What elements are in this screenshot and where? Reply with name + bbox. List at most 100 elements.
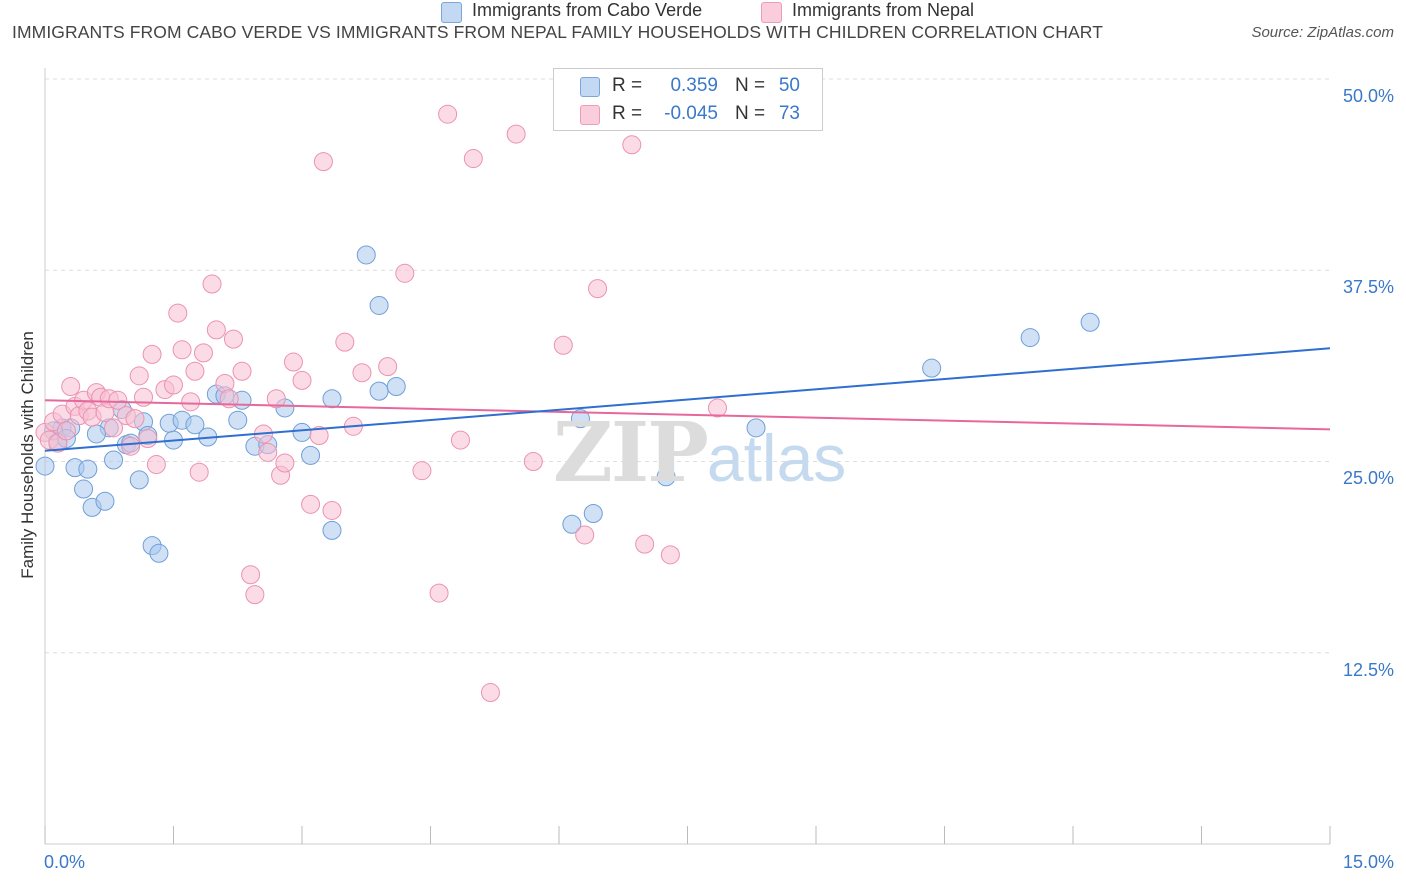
nepal-point (125, 409, 145, 429)
watermark-zip: ZIP (553, 405, 709, 501)
cabo-verde-point (301, 445, 321, 465)
nepal-point (219, 389, 239, 409)
x-tick-label-max: 15.0% (1342, 852, 1394, 872)
cabo-verde-point (369, 295, 389, 315)
nepal-point (232, 361, 252, 381)
cabo-verde-point (104, 450, 124, 470)
nepal-point (241, 565, 261, 585)
y-axis-label: Family Households with Children (18, 331, 37, 579)
cabo-verde-point (322, 520, 342, 540)
nepal-point (189, 462, 209, 482)
y-tick-label-25: 25.0% (1342, 468, 1394, 488)
nepal-point (660, 545, 680, 565)
nepal-point (412, 461, 432, 481)
nepal-point (206, 320, 226, 340)
nepal-point (181, 392, 201, 412)
cabo-verde-point (292, 422, 312, 442)
nepal-point (104, 418, 124, 438)
cabo-verde-point (74, 479, 94, 499)
nepal-point (622, 135, 642, 155)
legend-n-label: N = (735, 75, 766, 96)
nepal-point (292, 370, 312, 390)
nepal-point (129, 366, 149, 386)
cabo-verde-point (583, 504, 603, 524)
nepal-point (553, 335, 573, 355)
nepal-point (61, 377, 81, 397)
nepal-point (635, 534, 655, 554)
y-tick-label-37-5: 37.5% (1342, 277, 1394, 297)
axes (44, 68, 1331, 845)
legend-r-value: -0.045 (664, 103, 718, 124)
cabo-verde-point (35, 456, 55, 476)
nepal-point (352, 363, 372, 383)
cabo-verde-point (386, 377, 406, 397)
nepal-point (588, 279, 608, 299)
x-tick-label-min: 0.0% (44, 852, 86, 872)
nepal-point (378, 357, 398, 377)
y-tick-label-50: 50.0% (1342, 86, 1394, 106)
nepal-point (164, 375, 183, 395)
nepal-point (266, 389, 286, 409)
nepal-point (309, 425, 329, 445)
nepal-point (335, 332, 355, 352)
nepal-point (313, 152, 333, 172)
chart-source: Source: ZipAtlas.com (1251, 24, 1394, 41)
cabo-verde-point (322, 389, 342, 409)
nepal-point (506, 124, 526, 144)
nepal-point (142, 344, 162, 364)
legend-r-label: R = (612, 103, 643, 124)
nepal-point (523, 452, 543, 471)
nepal-point (575, 525, 595, 545)
nepal-point (395, 263, 415, 283)
nepal-point (121, 436, 141, 456)
nepal-point (480, 683, 500, 703)
nepal-point (193, 343, 213, 363)
correlation-legend: R = 0.359 N = 50 R = -0.045 N = 73 (553, 68, 823, 131)
cabo-verde-point (129, 470, 149, 490)
nepal-point (258, 442, 278, 462)
legend-swatch-pink (761, 2, 782, 23)
legend-swatch-blue (580, 77, 600, 97)
cabo-verde-point (570, 409, 590, 429)
cabo-verde-point (656, 467, 676, 487)
legend-n-label: N = (735, 103, 766, 124)
cabo-verde-point (562, 514, 582, 534)
nepal-point (202, 274, 222, 294)
nepal-point (301, 494, 321, 514)
legend-row-nepal: R = -0.045 N = 73 (554, 100, 822, 128)
legend-r-value: 0.359 (670, 75, 718, 96)
y-tick-label-12-5: 12.5% (1342, 660, 1394, 680)
nepal-points (35, 104, 727, 703)
nepal-point (450, 430, 470, 450)
cabo-verde-point (922, 358, 942, 378)
nepal-point (438, 104, 458, 124)
cabo-verde-point (86, 424, 106, 444)
cabo-verde-point (369, 381, 389, 401)
nepal-point (138, 429, 158, 449)
legend-row-cabo-verde: R = 0.359 N = 50 (554, 72, 822, 100)
watermark: ZIPatlas (553, 405, 846, 501)
cabo-verde-point (78, 459, 98, 479)
nepal-point (172, 340, 192, 360)
nepal-point (146, 455, 166, 475)
legend-swatch-pink (580, 105, 600, 125)
cabo-verde-point (95, 491, 115, 511)
nepal-point (322, 500, 342, 520)
nepal-trend-line (44, 399, 1331, 431)
nepal-point (283, 352, 303, 372)
cabo-verde-point (228, 410, 248, 430)
nepal-point (185, 361, 205, 381)
trend-lines (44, 347, 1331, 452)
legend-r-label: R = (612, 75, 643, 96)
cabo-verde-point (1080, 312, 1100, 332)
cabo-verde-point (1020, 328, 1040, 348)
cabo-verde-point (356, 245, 376, 265)
chart-title: IMMIGRANTS FROM CABO VERDE VS IMMIGRANTS… (12, 22, 1103, 42)
legend-n-value: 73 (778, 103, 800, 124)
legend-label: Immigrants from Cabo Verde (472, 0, 703, 20)
nepal-point (707, 398, 727, 418)
watermark-atlas: atlas (706, 421, 847, 495)
nepal-point (56, 421, 76, 441)
cabo-verde-point (149, 543, 169, 563)
